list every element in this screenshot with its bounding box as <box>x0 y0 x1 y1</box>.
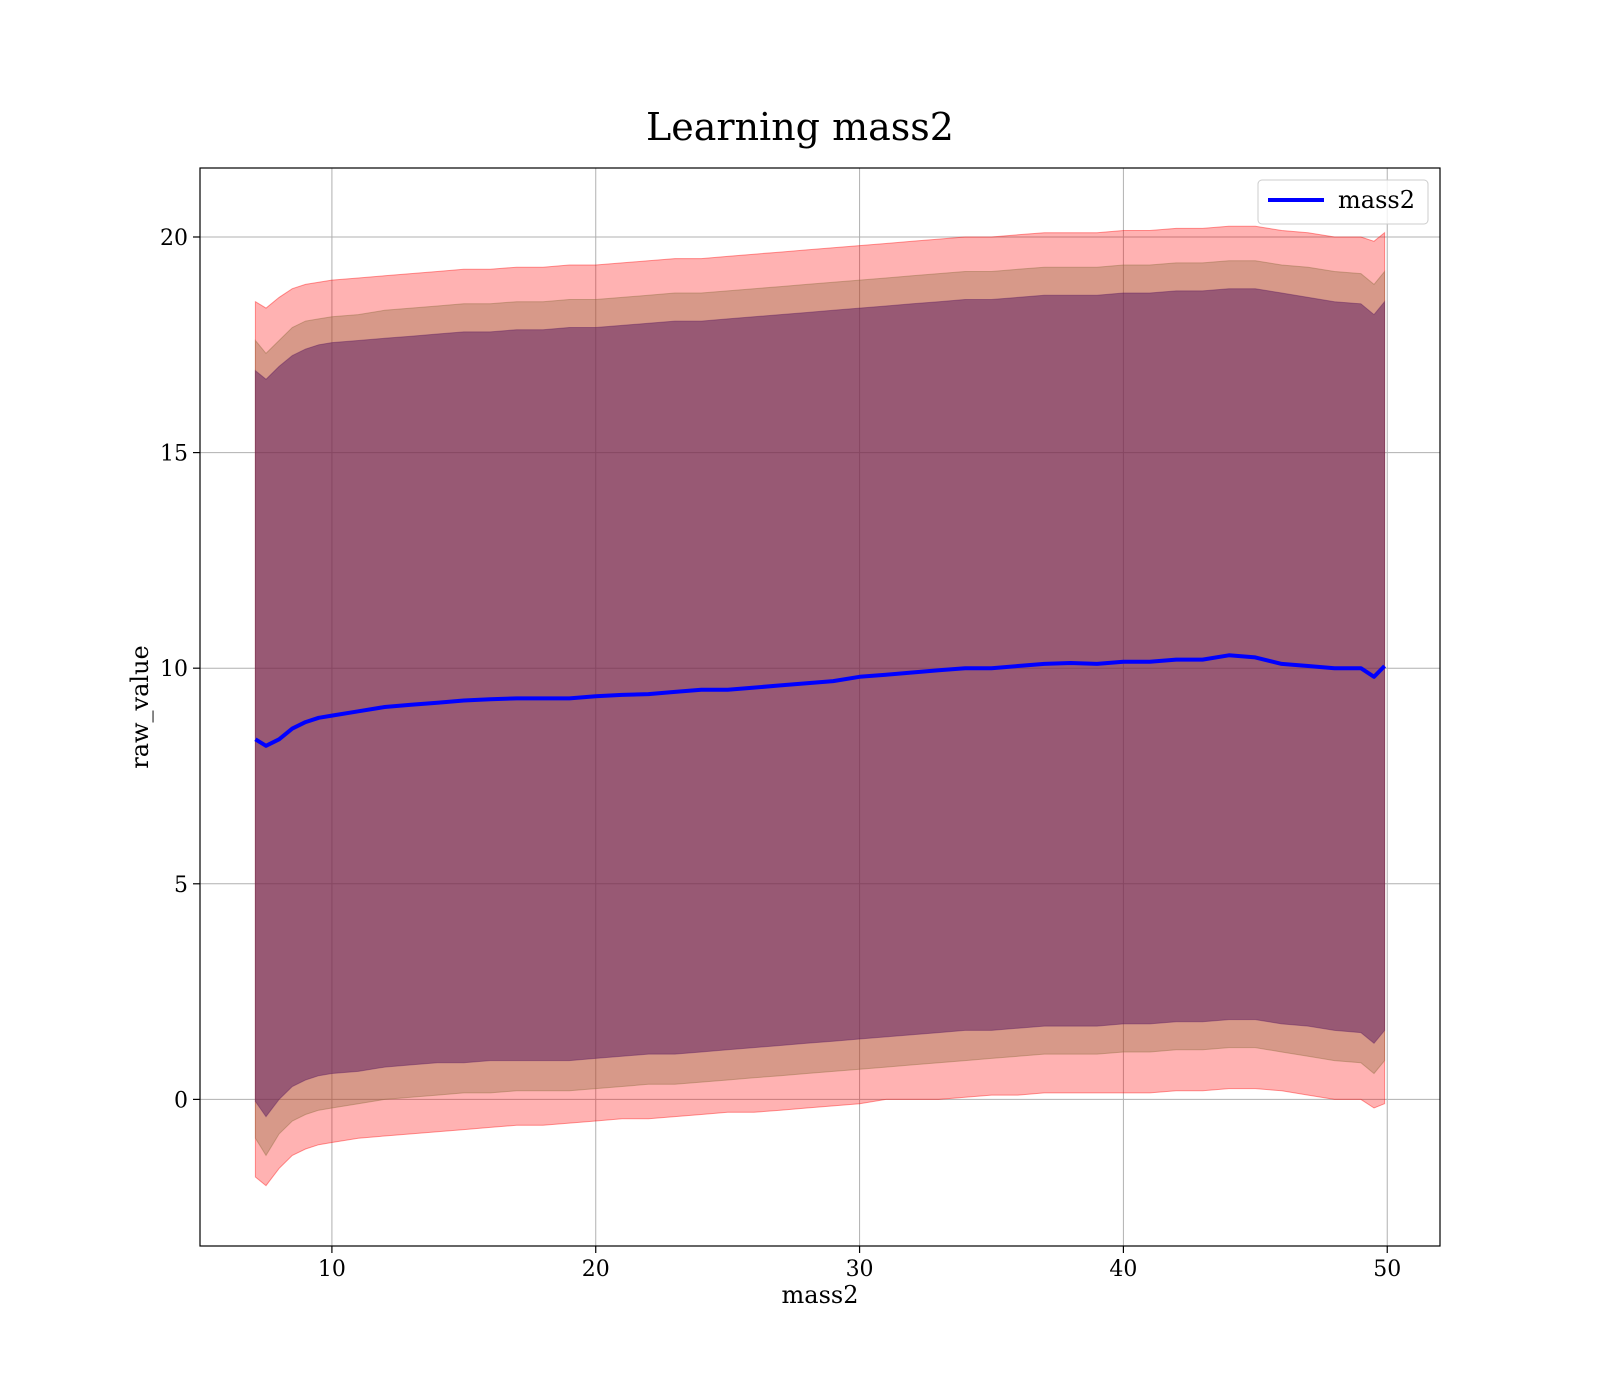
x-tick-label-3: 40 <box>1109 1257 1137 1282</box>
legend-box <box>1257 179 1429 225</box>
x-axis-label: mass2 <box>782 1281 859 1309</box>
series-lines <box>254 653 1387 748</box>
x-tick-label-1: 20 <box>582 1257 610 1282</box>
y-tick-label-2: 10 <box>160 657 188 682</box>
y-tick-label-1: 5 <box>174 873 188 898</box>
y-tick-label-4: 20 <box>160 226 188 251</box>
y-axis-ticks: 0 5 10 15 20 <box>160 226 200 1113</box>
legend: mass2 <box>1257 179 1429 225</box>
series-line-mass2 <box>254 653 1387 748</box>
x-tick-label-0: 10 <box>318 1257 346 1282</box>
y-tick-label-0: 0 <box>174 1088 188 1113</box>
confidence-bands <box>254 225 1386 1187</box>
x-tick-label-2: 30 <box>846 1257 874 1282</box>
x-tick-label-4: 50 <box>1373 1257 1401 1282</box>
band-2 <box>254 288 1386 1118</box>
chart-title: Learning mass2 <box>646 105 954 149</box>
x-axis-ticks: 10 20 30 40 50 <box>318 1246 1401 1282</box>
plot-frame <box>199 167 1441 1247</box>
y-axis-label: raw_value <box>126 645 154 769</box>
y-tick-label-3: 15 <box>160 442 188 467</box>
legend-label-mass2: mass2 <box>1338 186 1415 214</box>
